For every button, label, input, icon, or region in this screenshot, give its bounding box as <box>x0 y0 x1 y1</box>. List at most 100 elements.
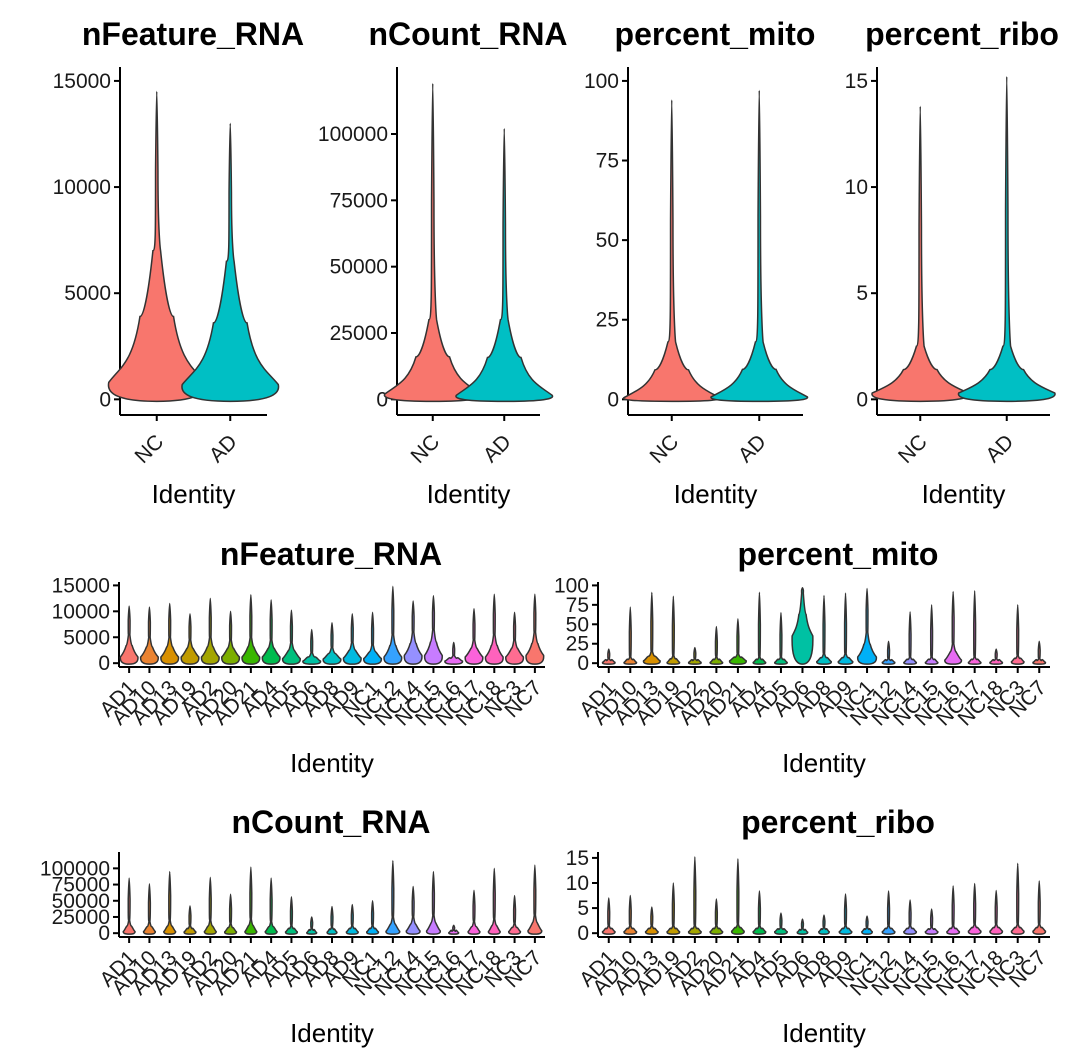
panel-title: nCount_RNA <box>368 16 567 52</box>
violin-ad8 <box>815 594 833 665</box>
violin-ad20 <box>709 898 724 935</box>
violin-ad8 <box>326 905 338 935</box>
y-tick-label: 0 <box>577 922 589 945</box>
violin-ad5 <box>773 912 788 935</box>
violin-nc18 <box>484 593 504 665</box>
violin-ad4 <box>752 591 767 665</box>
y-tick-label: 50000 <box>52 890 110 913</box>
violin-nc18 <box>989 889 1004 935</box>
violin-nc12 <box>881 890 896 935</box>
violin-nc <box>383 82 482 403</box>
panel-title: percent_mito <box>738 536 939 572</box>
violin-nc16 <box>444 641 464 665</box>
y-tick-label: 15 <box>845 70 868 93</box>
violin-nc7 <box>1032 880 1047 935</box>
violin-nc12 <box>881 640 896 665</box>
violin-ad13 <box>642 591 661 665</box>
violin-ad21 <box>728 618 747 665</box>
violin-ad6 <box>302 628 322 665</box>
violin-ad4 <box>261 599 281 665</box>
x-axis-label: Identity <box>152 479 236 509</box>
violin-nc3 <box>1010 862 1025 935</box>
y-tick-label: 0 <box>376 388 388 411</box>
y-tick-label: 100000 <box>40 857 110 880</box>
violin-ad2 <box>203 876 217 935</box>
y-tick-label: 5000 <box>64 282 111 305</box>
y-tick-label: 50 <box>596 229 619 252</box>
violin-ad6 <box>306 916 318 935</box>
x-tick-label: NC <box>894 430 932 468</box>
x-tick-label: NC <box>131 430 169 468</box>
y-tick-label: 75000 <box>330 189 388 212</box>
violin-nc14 <box>405 885 421 935</box>
violin-nc14 <box>403 600 423 665</box>
x-tick-label: AD <box>479 430 516 467</box>
y-tick-label: 0 <box>99 388 111 411</box>
violin-ad10 <box>623 894 638 935</box>
violin-nc12 <box>385 859 401 935</box>
violin-ad20 <box>223 893 238 935</box>
x-tick-label: AD <box>734 430 771 467</box>
violin-ad13 <box>160 602 180 665</box>
violin-ad9 <box>838 893 853 935</box>
panel-title: percent_ribo <box>741 804 935 840</box>
y-tick-label: 5 <box>577 897 589 920</box>
violin-nc <box>107 90 206 403</box>
y-tick-label: 5 <box>856 282 868 305</box>
y-tick-label: 0 <box>607 388 619 411</box>
violin-ad10 <box>623 606 638 665</box>
violin-nc7 <box>1032 640 1047 665</box>
y-tick-label: 75 <box>596 150 619 173</box>
violin-ad13 <box>644 906 659 935</box>
violin-panel: percent_ribo051015AD1AD10AD13AD19AD2AD20… <box>566 804 1051 1048</box>
x-axis-label: Identity <box>782 1018 866 1048</box>
violin-ad4 <box>264 877 278 935</box>
violin-panel: percent_ribo 0 5 10 15 NC AD Identity <box>845 16 1059 509</box>
violin-ad1 <box>119 605 139 665</box>
violin-ad10 <box>142 883 157 935</box>
violin-nc14 <box>903 611 918 665</box>
violin-nc16 <box>946 885 961 935</box>
x-tick-label: NC <box>407 430 445 468</box>
violin-ad9 <box>342 613 362 665</box>
violin-ad6 <box>791 586 814 665</box>
violin-ad8 <box>818 914 830 935</box>
y-tick-label: 15 <box>566 847 589 870</box>
violin-nc1 <box>363 611 383 665</box>
y-tick-label: 25 <box>566 633 589 656</box>
violin-nc15 <box>924 604 939 665</box>
panel-title: nFeature_RNA <box>220 536 442 572</box>
violin-ad <box>455 127 554 403</box>
violin-nc3 <box>1010 604 1025 665</box>
violin-nc12 <box>383 585 403 665</box>
x-axis-label: Identity <box>290 748 374 778</box>
x-axis-label: Identity <box>290 1018 374 1048</box>
y-tick-label: 10000 <box>52 600 110 623</box>
x-axis-label: Identity <box>782 748 866 778</box>
violin-nc16 <box>448 924 460 935</box>
violin-nc3 <box>507 894 522 935</box>
y-tick-label: 0 <box>856 388 868 411</box>
violin-ad21 <box>730 858 745 935</box>
violin-nc15 <box>423 595 443 665</box>
y-tick-label: 100000 <box>318 123 388 146</box>
violin-nc16 <box>944 590 963 665</box>
violin-ad2 <box>687 856 702 935</box>
y-tick-label: 75000 <box>52 874 110 897</box>
violin-nc18 <box>487 867 501 935</box>
panel-title: percent_mito <box>615 16 816 52</box>
violin-nc1 <box>856 587 878 665</box>
y-tick-label: 10 <box>845 176 868 199</box>
violin-nc7 <box>527 864 543 935</box>
x-axis-label: Identity <box>427 479 511 509</box>
y-tick-label: 25 <box>596 309 619 332</box>
violin-nc1 <box>861 915 873 935</box>
violin-nc17 <box>467 889 481 935</box>
x-axis-label: Identity <box>674 479 758 509</box>
violin-nc17 <box>967 590 982 665</box>
violin-ad1 <box>601 648 616 665</box>
violin-nc17 <box>464 607 484 665</box>
panel-title: percent_ribo <box>865 16 1059 52</box>
violin-ad <box>181 122 280 403</box>
